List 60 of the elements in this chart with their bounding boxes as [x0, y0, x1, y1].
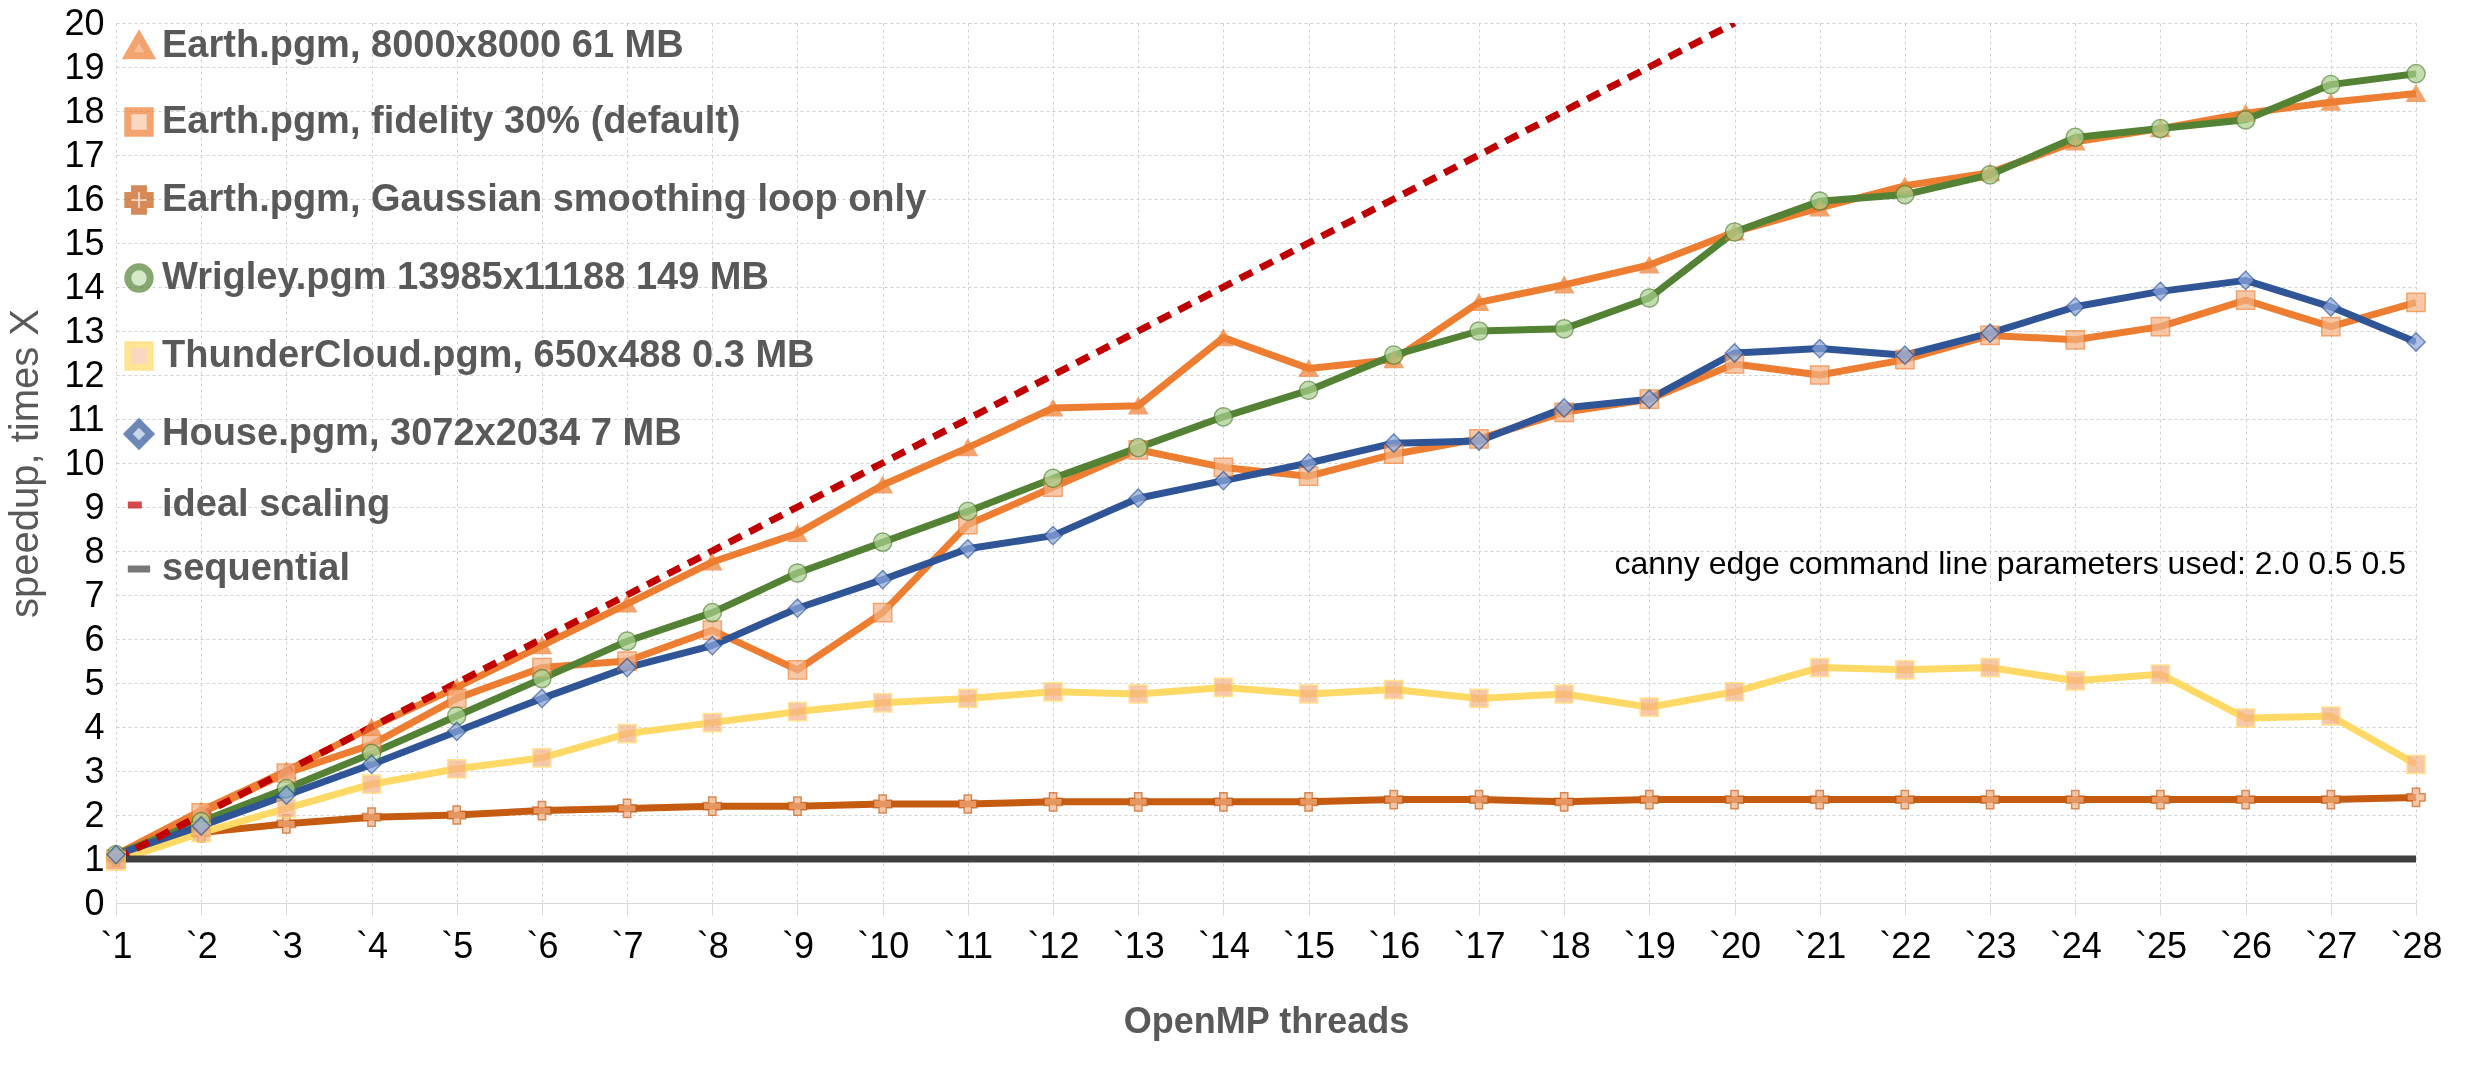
- legend-label: Earth.pgm, Gaussian smoothing loop only: [162, 177, 927, 219]
- x-tick-label: `12: [1027, 924, 1080, 966]
- x-tick-label: `25: [2134, 924, 2187, 966]
- x-tick-label: `19: [1623, 924, 1676, 966]
- y-tick-label: 1: [84, 837, 105, 879]
- y-tick-label: 19: [64, 45, 105, 87]
- x-tick-label: `20: [1709, 924, 1762, 966]
- x-tick-label: `18: [1538, 924, 1591, 966]
- y-tick-label: 10: [64, 441, 105, 483]
- y-tick-label: 16: [64, 177, 105, 219]
- legend-label: ideal scaling: [162, 482, 391, 524]
- x-tick-label: `3: [270, 924, 303, 966]
- y-tick-label: 13: [64, 309, 105, 351]
- x-tick-label: `2: [185, 924, 218, 966]
- x-tick-label: `1: [100, 924, 133, 966]
- y-tick-label: 9: [84, 485, 105, 527]
- x-tick-label: `5: [441, 924, 474, 966]
- x-tick-label: `22: [1879, 924, 1932, 966]
- annotation: canny edge command line parameters used: 2.0 0.5 0.5: [1614, 545, 2406, 582]
- x-tick-label: `6: [526, 924, 559, 966]
- y-tick-label: 5: [84, 661, 105, 703]
- x-tick-label: `13: [1112, 924, 1165, 966]
- x-tick-label: `16: [1368, 924, 1421, 966]
- x-tick-label: `11: [943, 924, 994, 966]
- x-tick-label: `15: [1283, 924, 1336, 966]
- x-tick-label: `8: [696, 924, 729, 966]
- y-tick-label: 12: [64, 353, 105, 395]
- y-tick-label: 4: [84, 705, 105, 747]
- y-tick-label: 0: [84, 881, 105, 923]
- y-tick-label: 11: [67, 397, 105, 439]
- legend-label: Earth.pgm, 8000x8000 61 MB: [162, 23, 684, 65]
- y-tick-label: 15: [64, 221, 105, 263]
- y-tick-label: 6: [84, 617, 105, 659]
- x-axis-title: OpenMP threads: [1123, 999, 1410, 1041]
- y-tick-label: 18: [64, 89, 105, 131]
- x-tick-label: `23: [1964, 924, 2017, 966]
- x-tick-label: `14: [1197, 924, 1250, 966]
- legend-label: sequential: [162, 546, 350, 588]
- y-tick-label: 3: [84, 749, 105, 791]
- x-tick-label: `4: [356, 924, 389, 966]
- y-tick-label: 7: [84, 573, 105, 615]
- y-tick-label: 14: [64, 265, 105, 307]
- y-tick-label: 17: [64, 133, 105, 175]
- x-tick-label: `28: [2390, 924, 2443, 966]
- legend-label: Wrigley.pgm 13985x11188 149 MB: [162, 255, 769, 297]
- x-tick-label: `24: [2049, 924, 2102, 966]
- x-tick-label: `26: [2220, 924, 2273, 966]
- x-tick-label: `27: [2305, 924, 2358, 966]
- y-tick-label: 20: [64, 1, 105, 43]
- y-tick-label: 8: [84, 529, 105, 571]
- x-tick-label: `10: [857, 924, 910, 966]
- y-tick-label: 2: [84, 793, 105, 835]
- y-axis-title: speedup, times X: [2, 308, 47, 619]
- legend-label: Earth.pgm, fidelity 30% (default): [162, 99, 741, 141]
- x-tick-label: `17: [1453, 924, 1506, 966]
- legend-label: House.pgm, 3072x2034 7 MB: [162, 411, 682, 453]
- legend-label: ThunderCloud.pgm, 650x488 0.3 MB: [162, 333, 815, 375]
- x-tick-label: `9: [781, 924, 814, 966]
- x-tick-label: `7: [611, 924, 644, 966]
- x-tick-label: `21: [1794, 924, 1847, 966]
